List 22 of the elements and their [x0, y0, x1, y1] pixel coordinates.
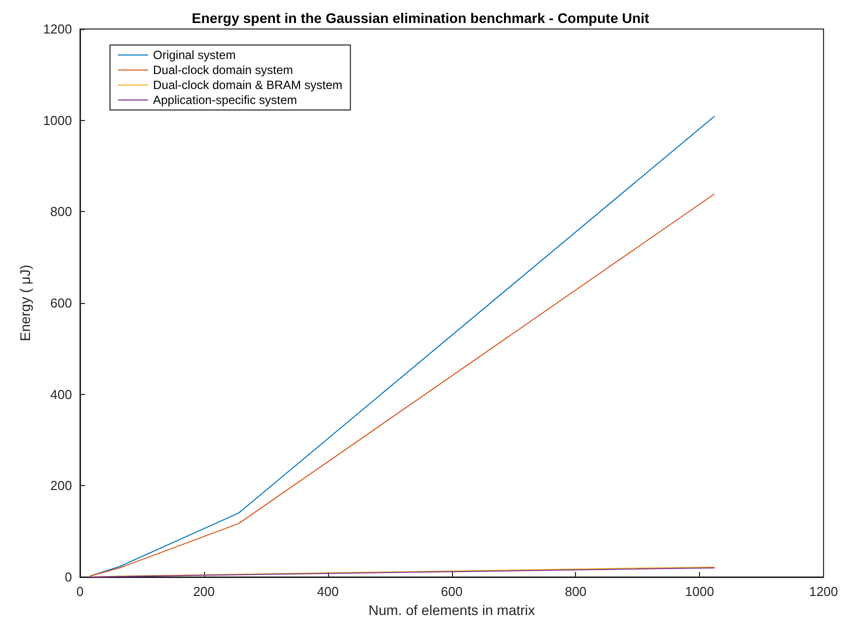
- y-tick-label: 1000: [43, 112, 72, 128]
- y-tick-label: 800: [50, 204, 72, 220]
- y-axis-title: Energy ( μJ): [17, 264, 34, 342]
- y-tick-label: 200: [50, 478, 72, 494]
- x-tick-label: 200: [193, 584, 215, 599]
- legend-label: Original system: [153, 48, 236, 62]
- legend-label: Dual-clock domain & BRAM system: [153, 78, 342, 92]
- x-tick-label: 600: [440, 584, 463, 599]
- y-tick-label: 600: [50, 296, 72, 310]
- x-axis-title: Num. of elements in matrix: [368, 602, 536, 618]
- legend-label: Application-specific system: [153, 93, 298, 107]
- x-tick-label: 0: [76, 584, 84, 599]
- x-tick-label: 1000: [685, 584, 714, 599]
- x-tick-label: 1200: [809, 584, 838, 599]
- chart-title: Energy spent in the Gaussian elimination benchmark - Compute Unit: [192, 10, 650, 26]
- x-tick-label: 800: [564, 584, 587, 599]
- y-tick-label: 400: [50, 386, 72, 402]
- legend-label: Dual-clock domain system: [153, 63, 294, 77]
- y-tick-label: 0: [64, 570, 72, 584]
- x-tick-label: 400: [316, 584, 339, 599]
- line-series: [89, 193, 715, 577]
- y-tick-label: 1200: [43, 22, 72, 36]
